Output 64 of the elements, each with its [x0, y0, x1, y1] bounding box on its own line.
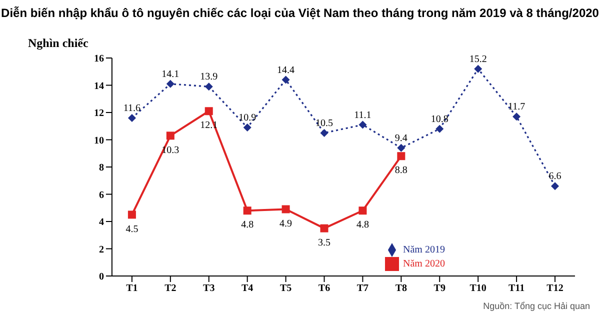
point [243, 123, 252, 132]
point [204, 107, 213, 116]
point [243, 206, 252, 215]
data-label: 6.6 [548, 171, 562, 182]
data-label: 8.8 [394, 165, 408, 176]
data-label: 10.5 [315, 118, 333, 129]
y-tick-label: 16 [94, 54, 104, 65]
chart-title: Diễn biến nhập khẩu ô tô nguyên chiếc các loại của Việt Nam theo tháng trong năm 2019 và 8 tháng/2020 [0, 6, 600, 20]
data-label: 9.4 [394, 132, 408, 144]
y-tick-label: 6 [98, 190, 104, 201]
point [166, 132, 174, 140]
data-label: 4.9 [280, 218, 292, 230]
legend-label: Năm 2020 [403, 258, 445, 270]
data-label: 15.2 [469, 54, 487, 65]
point [282, 205, 290, 214]
y-tick-label: 0 [98, 272, 104, 283]
x-tick-label: T4 [241, 283, 254, 294]
data-label: 4.8 [241, 220, 254, 231]
point [551, 182, 559, 190]
data-label: 4.5 [126, 224, 138, 235]
point [474, 64, 482, 73]
data-label: 4.8 [356, 220, 369, 231]
x-tick-label: T10 [470, 283, 486, 294]
point [128, 210, 136, 219]
x-tick-label: T6 [318, 283, 330, 294]
data-label: 11.6 [123, 102, 141, 114]
x-tick-label: T11 [508, 283, 525, 294]
x-tick-label: T5 [280, 283, 292, 294]
data-label: 10.9 [238, 112, 256, 124]
x-tick-label: T2 [164, 283, 176, 294]
y-tick-label: 4 [98, 217, 104, 228]
x-tick-label: T8 [395, 283, 407, 294]
x-tick-label: T3 [203, 283, 215, 294]
data-label: 3.5 [318, 237, 330, 248]
data-label: 14.1 [162, 68, 180, 80]
data-label: 11.1 [354, 110, 372, 121]
data-label: 10.8 [430, 114, 448, 125]
legend-label: Năm 2019 [403, 244, 445, 256]
data-label: 14.4 [277, 64, 295, 76]
y-axis-title: Nghìn chiếc [28, 36, 88, 51]
point [358, 206, 367, 215]
point [128, 114, 136, 122]
text: Nguồn: Tổng cục Hải quan [483, 301, 590, 311]
point [397, 144, 406, 152]
x-tick-label: T9 [434, 283, 446, 294]
data-label: 13.9 [200, 72, 218, 83]
data-label: 11.7 [508, 102, 526, 113]
point [282, 76, 290, 84]
point [358, 120, 367, 129]
y-tick-label: 2 [98, 244, 104, 256]
point [512, 112, 521, 121]
point [397, 152, 406, 160]
y-tick-label: 8 [98, 162, 104, 174]
x-tick-label: T1 [126, 283, 138, 294]
point [320, 224, 328, 232]
point [436, 124, 444, 133]
y-tick-label: 14 [94, 80, 104, 92]
point [166, 80, 174, 88]
x-tick-label: T7 [356, 283, 369, 294]
y-tick-label: 12 [94, 108, 104, 120]
point [204, 82, 213, 91]
x-tick-label: T12 [546, 283, 564, 294]
point [320, 128, 328, 137]
y-tick-label: 10 [94, 135, 104, 146]
